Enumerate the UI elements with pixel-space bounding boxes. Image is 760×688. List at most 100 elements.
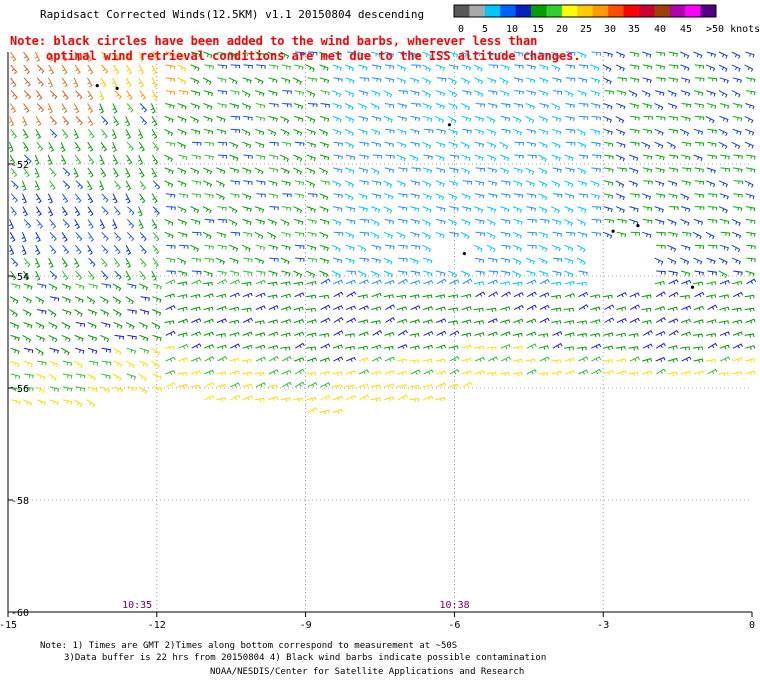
x-tick-label: 0 — [749, 620, 755, 631]
wind-barb — [706, 257, 716, 265]
wind-barb — [217, 64, 228, 69]
wind-barb — [333, 77, 343, 83]
wind-barb — [667, 244, 677, 252]
wind-barb — [718, 128, 728, 137]
wind-barb — [112, 347, 122, 356]
wind-barb — [280, 77, 291, 84]
wind-barb — [397, 206, 408, 211]
wind-barb — [552, 90, 563, 95]
wind-barb — [500, 257, 511, 264]
wind-barb — [718, 320, 729, 325]
wind-barb — [216, 305, 227, 311]
wind-barb — [138, 283, 149, 291]
wind-barb — [126, 219, 135, 229]
wind-barb — [577, 333, 588, 338]
wind-barb — [203, 115, 213, 123]
wind-barb — [513, 193, 524, 199]
wind-barb — [22, 296, 32, 304]
wind-barb — [152, 283, 162, 290]
wind-barb — [177, 281, 188, 286]
wind-barb — [36, 399, 46, 406]
colorbar-swatch — [577, 5, 594, 17]
wind-barb — [706, 294, 717, 299]
wind-barb — [23, 64, 31, 75]
wind-barb — [668, 167, 679, 173]
wind-barb — [293, 206, 303, 214]
wind-barb — [538, 141, 548, 149]
wind-barb — [126, 373, 136, 380]
wind-barb — [488, 291, 499, 298]
wind-barb — [112, 309, 122, 317]
wind-barb — [243, 64, 253, 69]
wind-barb — [680, 318, 691, 324]
wind-barb — [345, 257, 355, 264]
wind-barb — [191, 193, 202, 198]
wind-barb — [151, 154, 159, 165]
wind-barb — [667, 357, 678, 363]
wind-barb — [229, 382, 241, 388]
wind-barb — [34, 257, 41, 268]
wind-barb — [99, 90, 105, 101]
wind-barb — [112, 103, 118, 114]
wind-barb — [384, 383, 395, 389]
wind-barb — [680, 64, 690, 72]
wind-barb — [603, 180, 614, 186]
wind-barb — [422, 193, 432, 200]
wind-barb — [422, 257, 433, 264]
wind-barb — [667, 103, 678, 110]
y-tick-label: -52 — [11, 160, 29, 171]
wind-barb — [269, 141, 279, 146]
wind-barb — [101, 347, 112, 353]
wind-barb — [294, 292, 305, 298]
wind-barb — [693, 358, 704, 363]
wind-barb — [576, 218, 586, 227]
wind-barb — [164, 293, 175, 299]
wind-barb — [667, 218, 677, 226]
wind-barb — [693, 346, 703, 351]
wind-barb — [48, 64, 55, 75]
wind-barb — [487, 193, 498, 199]
wind-barb — [512, 371, 523, 377]
wind-barb — [346, 270, 357, 275]
wind-barb — [61, 64, 68, 75]
wind-barb — [512, 257, 522, 265]
wind-barb — [267, 281, 278, 286]
wind-barb — [75, 180, 84, 190]
wind-barb — [487, 77, 497, 84]
wind-barb — [268, 355, 279, 362]
wind-barb — [112, 193, 118, 204]
wind-barb — [411, 103, 421, 108]
wind-barb — [656, 244, 666, 249]
wind-barb — [512, 128, 522, 136]
wind-barb — [358, 357, 369, 363]
colorbar-swatch — [469, 5, 486, 17]
wind-barb — [694, 180, 705, 185]
wind-barb — [422, 206, 432, 213]
wind-barb — [551, 154, 561, 162]
wind-barb — [204, 369, 215, 375]
wind-barb — [203, 103, 213, 110]
wind-barb — [719, 244, 729, 251]
wind-barb — [500, 154, 510, 162]
wind-barb — [719, 115, 729, 123]
wind-barb — [228, 218, 238, 227]
wind-barb — [461, 51, 471, 59]
wind-barb — [654, 128, 664, 136]
wind-barb — [616, 358, 627, 363]
wind-barb — [538, 231, 549, 239]
wind-barb — [243, 154, 253, 159]
wind-barb — [320, 278, 331, 285]
wind-barb — [655, 167, 665, 174]
wind-barb — [525, 51, 536, 58]
wind-barb — [745, 77, 756, 83]
wind-barb — [74, 141, 81, 152]
wind-barb — [655, 317, 666, 323]
wind-barb — [668, 329, 679, 336]
wind-barb — [733, 270, 743, 276]
wind-barb — [397, 278, 408, 285]
wind-barb — [499, 51, 509, 59]
wind-barb — [319, 333, 330, 338]
wind-barb — [191, 180, 202, 185]
wind-barb — [641, 294, 652, 299]
wind-barb — [23, 360, 33, 367]
